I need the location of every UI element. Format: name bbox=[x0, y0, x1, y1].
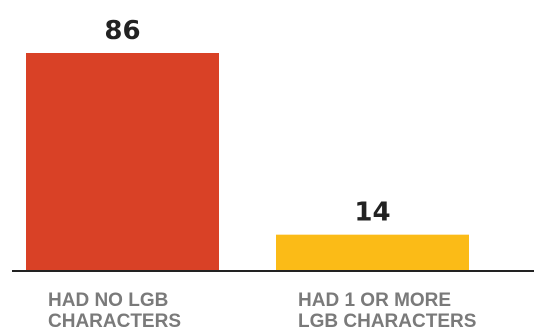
bar-1 bbox=[26, 53, 219, 270]
category-label-1-line-2: CHARACTERS bbox=[48, 311, 181, 332]
value-label-1: 86 bbox=[104, 16, 140, 46]
value-labels-group: 86 14 bbox=[104, 16, 390, 228]
category-label-2-line-1: HAD 1 OR MORE bbox=[298, 290, 451, 311]
bar-2 bbox=[276, 234, 469, 270]
bars-group bbox=[26, 53, 469, 270]
category-label-1-line-1: HAD NO LGB bbox=[48, 290, 168, 311]
category-label-2-line-2: LGB CHARACTERS bbox=[298, 311, 476, 332]
value-label-2: 14 bbox=[354, 198, 390, 228]
